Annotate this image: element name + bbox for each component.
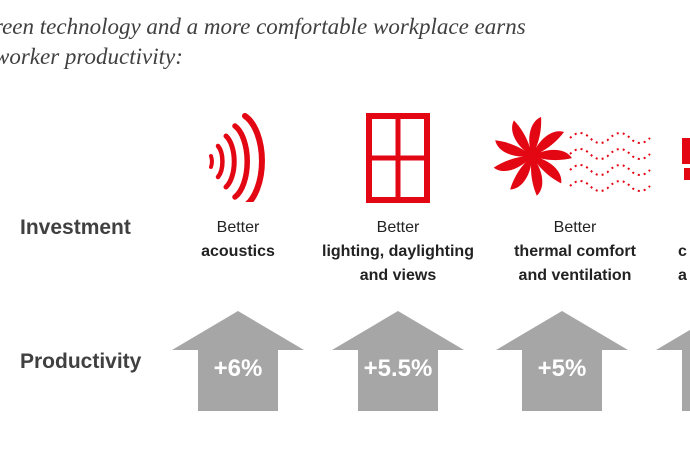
column-lighting-title-line-2: and views [359, 267, 437, 284]
fan-blade [510, 156, 532, 190]
fan-blade [532, 149, 572, 161]
column-partial-title-line-2: a [678, 267, 687, 284]
fan-blade [532, 156, 562, 184]
column-thermal-title-line-1: thermal comfort [514, 243, 636, 260]
column-thermal-title-line-2: and ventilation [518, 267, 632, 284]
column-lighting-title-line-1: lighting, daylighting [322, 243, 474, 260]
acoustics-icon [209, 113, 265, 202]
productivity-arrow-acoustics: +6% [172, 311, 304, 411]
heading-line-2: worker productivity: [0, 44, 183, 69]
investment-label: Investment [20, 216, 131, 239]
productivity-arrow-partial [656, 311, 690, 411]
productivity-gain-acoustics: +6% [213, 355, 263, 382]
up-arrow-icon [656, 329, 690, 411]
partial-icon [682, 138, 690, 180]
fan-blade [531, 156, 543, 196]
fan-blade [495, 140, 532, 157]
up-arrow-icon [496, 311, 628, 411]
column-lighting-text: Better lighting, daylighting and views [308, 216, 488, 288]
up-arrow-icon [172, 311, 304, 411]
productivity-gain-thermal: +5% [537, 355, 587, 382]
heading-line-1: reen technology and a more comfortable w… [0, 14, 526, 39]
fan-blade [532, 131, 564, 156]
column-lighting-prefix: Better [376, 219, 420, 236]
productivity-arrow-thermal: +5% [496, 311, 628, 411]
column-acoustics-prefix: Better [216, 219, 260, 236]
fan-blade [512, 120, 532, 156]
productivity-gain-lighting: +5.5% [363, 355, 433, 382]
productivity-arrow-lighting: +5.5% [332, 311, 464, 411]
column-thermal-prefix: Better [553, 219, 597, 236]
up-arrow-icon [332, 311, 464, 411]
column-acoustics-text: Better acoustics [178, 216, 298, 264]
window-icon [366, 113, 430, 203]
column-partial-title-line-1: c [678, 243, 687, 260]
productivity-label: Productivity [20, 350, 142, 373]
heading: reen technology and a more comfortable w… [0, 12, 690, 72]
fan-blade [529, 117, 542, 156]
fan-blade [493, 156, 532, 171]
column-partial-text: c a [678, 240, 690, 288]
column-thermal-text: Better thermal comfort and ventilation [495, 216, 655, 288]
column-acoustics-title: acoustics [201, 243, 275, 260]
fan-icon [493, 117, 651, 196]
